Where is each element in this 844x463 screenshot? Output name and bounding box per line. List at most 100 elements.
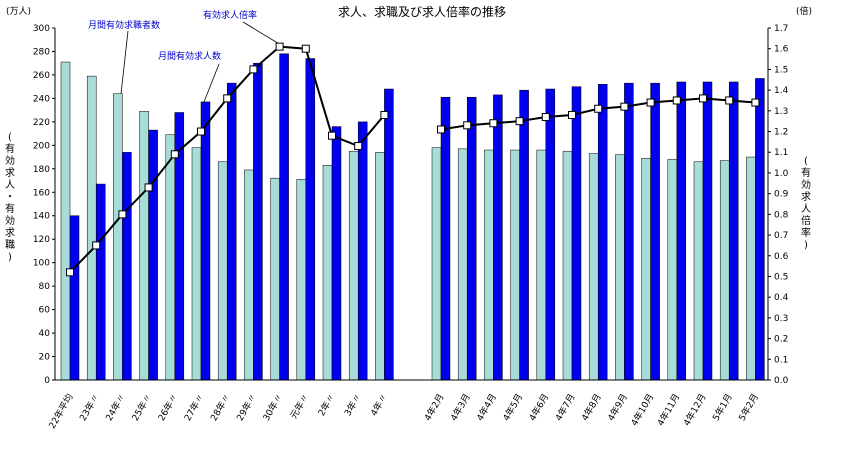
ratio-point [725,96,734,105]
x-tick-label: 4年11月 [654,392,682,428]
y-right-label-char: 効 [801,178,811,191]
bar-jobseekers [244,169,254,381]
bar-jobseekers [615,154,625,381]
y-right-tick-label: 1.6 [774,45,789,55]
x-tick-label: 27年〃 [181,392,206,424]
y-right-tick-label: 0.3 [774,314,788,324]
bar-jobseekers [693,161,704,381]
y-right-tick-label: 1.0 [774,169,789,179]
y-left-tick-label: 280 [33,47,50,57]
ratio-point [380,110,389,119]
y-left-tick-label: 120 [33,235,50,245]
bar-openings [466,96,477,381]
bar-openings [69,215,80,381]
x-tick-label: 22年平均 [46,392,76,431]
bar-jobseekers [588,153,599,381]
y-left-label-char: ( [8,132,12,143]
y-left-tick-label: 200 [33,141,50,151]
bar-openings [676,81,687,381]
x-tick-label: 4年2月 [421,392,446,424]
x-tick-label: 26年〃 [155,392,180,424]
y-left-tick-label: 40 [39,329,51,339]
ratio-point [646,98,655,107]
annotation-ratio: 有効求人倍率 [203,9,257,21]
y-right-tick-label: 0.0 [774,376,789,386]
y-left-tick-label: 180 [33,165,50,175]
ratio-point [594,104,603,113]
annotation-jobseekers: 月間有効求職者数 [88,19,160,31]
y-left-tick-label: 80 [39,282,51,292]
x-tick-label: 4年3月 [448,392,473,424]
x-tick-label: 5年1月 [710,392,735,424]
bar-jobseekers [113,93,123,381]
y-left-label: (有効求人・有効求職) [5,132,15,263]
bar-jobseekers [86,75,97,381]
bar-openings [597,84,608,381]
bar-openings [519,89,529,381]
ratio-point [249,65,258,74]
y-left-tick-label: 20 [39,353,51,363]
x-tick-label: 4年8月 [579,392,604,424]
bar-openings [279,53,289,381]
x-axis-labels: 22年平均 23年〃 24年〃 25年〃 26年〃 27年〃 28年〃 29年〃 30年〃 元年〃… [46,392,761,431]
y-right-tick-label: 0.4 [774,293,789,303]
bar-jobseekers [536,149,547,381]
ratio-point [437,125,445,134]
x-tick-label: 4年12月 [681,392,709,428]
y-left-tick-label: 220 [33,118,50,128]
ratio-point [66,268,74,277]
ratio-point [275,42,284,51]
ratio-point [699,94,707,103]
bar-jobseekers [296,179,307,381]
ratio-point [223,94,232,103]
y-left-label-char: ・ [5,192,15,203]
bar-jobseekers [217,161,228,381]
bar-openings [545,88,556,381]
y-left-label-char: ) [8,252,12,263]
bar-jobseekers [719,160,730,381]
bar-jobseekers [165,134,176,381]
bar-jobseekers [431,147,442,381]
y-left-label-char: 有 [5,142,15,155]
x-tick-label: 29年〃 [234,392,259,424]
y-left-label-char: 求 [5,167,15,179]
ratio-point [620,102,629,111]
bar-jobseekers [375,152,385,381]
y-left-tick-label: 140 [33,212,50,222]
ratio-point [354,142,363,151]
y-right-label-char: 有 [801,166,811,179]
bar-openings [650,82,660,381]
y-left-label-char: 求 [5,227,15,239]
bar-jobseekers [746,156,756,381]
y-left-tick-label: 0 [44,376,50,386]
bar-jobseekers [348,150,359,381]
y-right-tick-label: 0.6 [774,252,789,262]
y-right-tick-label: 0.9 [774,190,789,200]
x-tick-label: 元年〃 [287,392,311,421]
ratio-point [568,110,576,119]
y-left-label-char: 有 [5,202,15,215]
x-tick-label: 28年〃 [208,392,233,424]
bar-openings [702,81,713,381]
y-left-tick-label: 240 [33,94,50,104]
bar-openings [253,62,263,381]
y-left-tick-label: 100 [33,259,50,269]
x-tick-label: 4年6月 [526,392,551,424]
bar-jobseekers [191,147,202,381]
bar-jobseekers [270,177,280,381]
y-right-label-char: ) [804,240,808,251]
ratio-point [197,127,205,136]
bar-openings [200,101,211,381]
annotation-openings: 月間有効求人数 [158,50,221,62]
ratio-point [144,183,153,192]
x-tick-label: 25年〃 [129,392,154,424]
chart-title: 求人、求職及び求人倍率の推移 [338,4,506,19]
ratio-point [515,117,524,126]
ratio-point [170,150,179,159]
ratio-lines [66,42,760,277]
x-tick-label: 4年7月 [552,392,577,424]
y-right-tick-label: 1.4 [774,86,789,96]
bars [60,53,765,381]
annotation-line-openings [203,63,220,103]
x-tick-label: 30年〃 [260,392,285,424]
